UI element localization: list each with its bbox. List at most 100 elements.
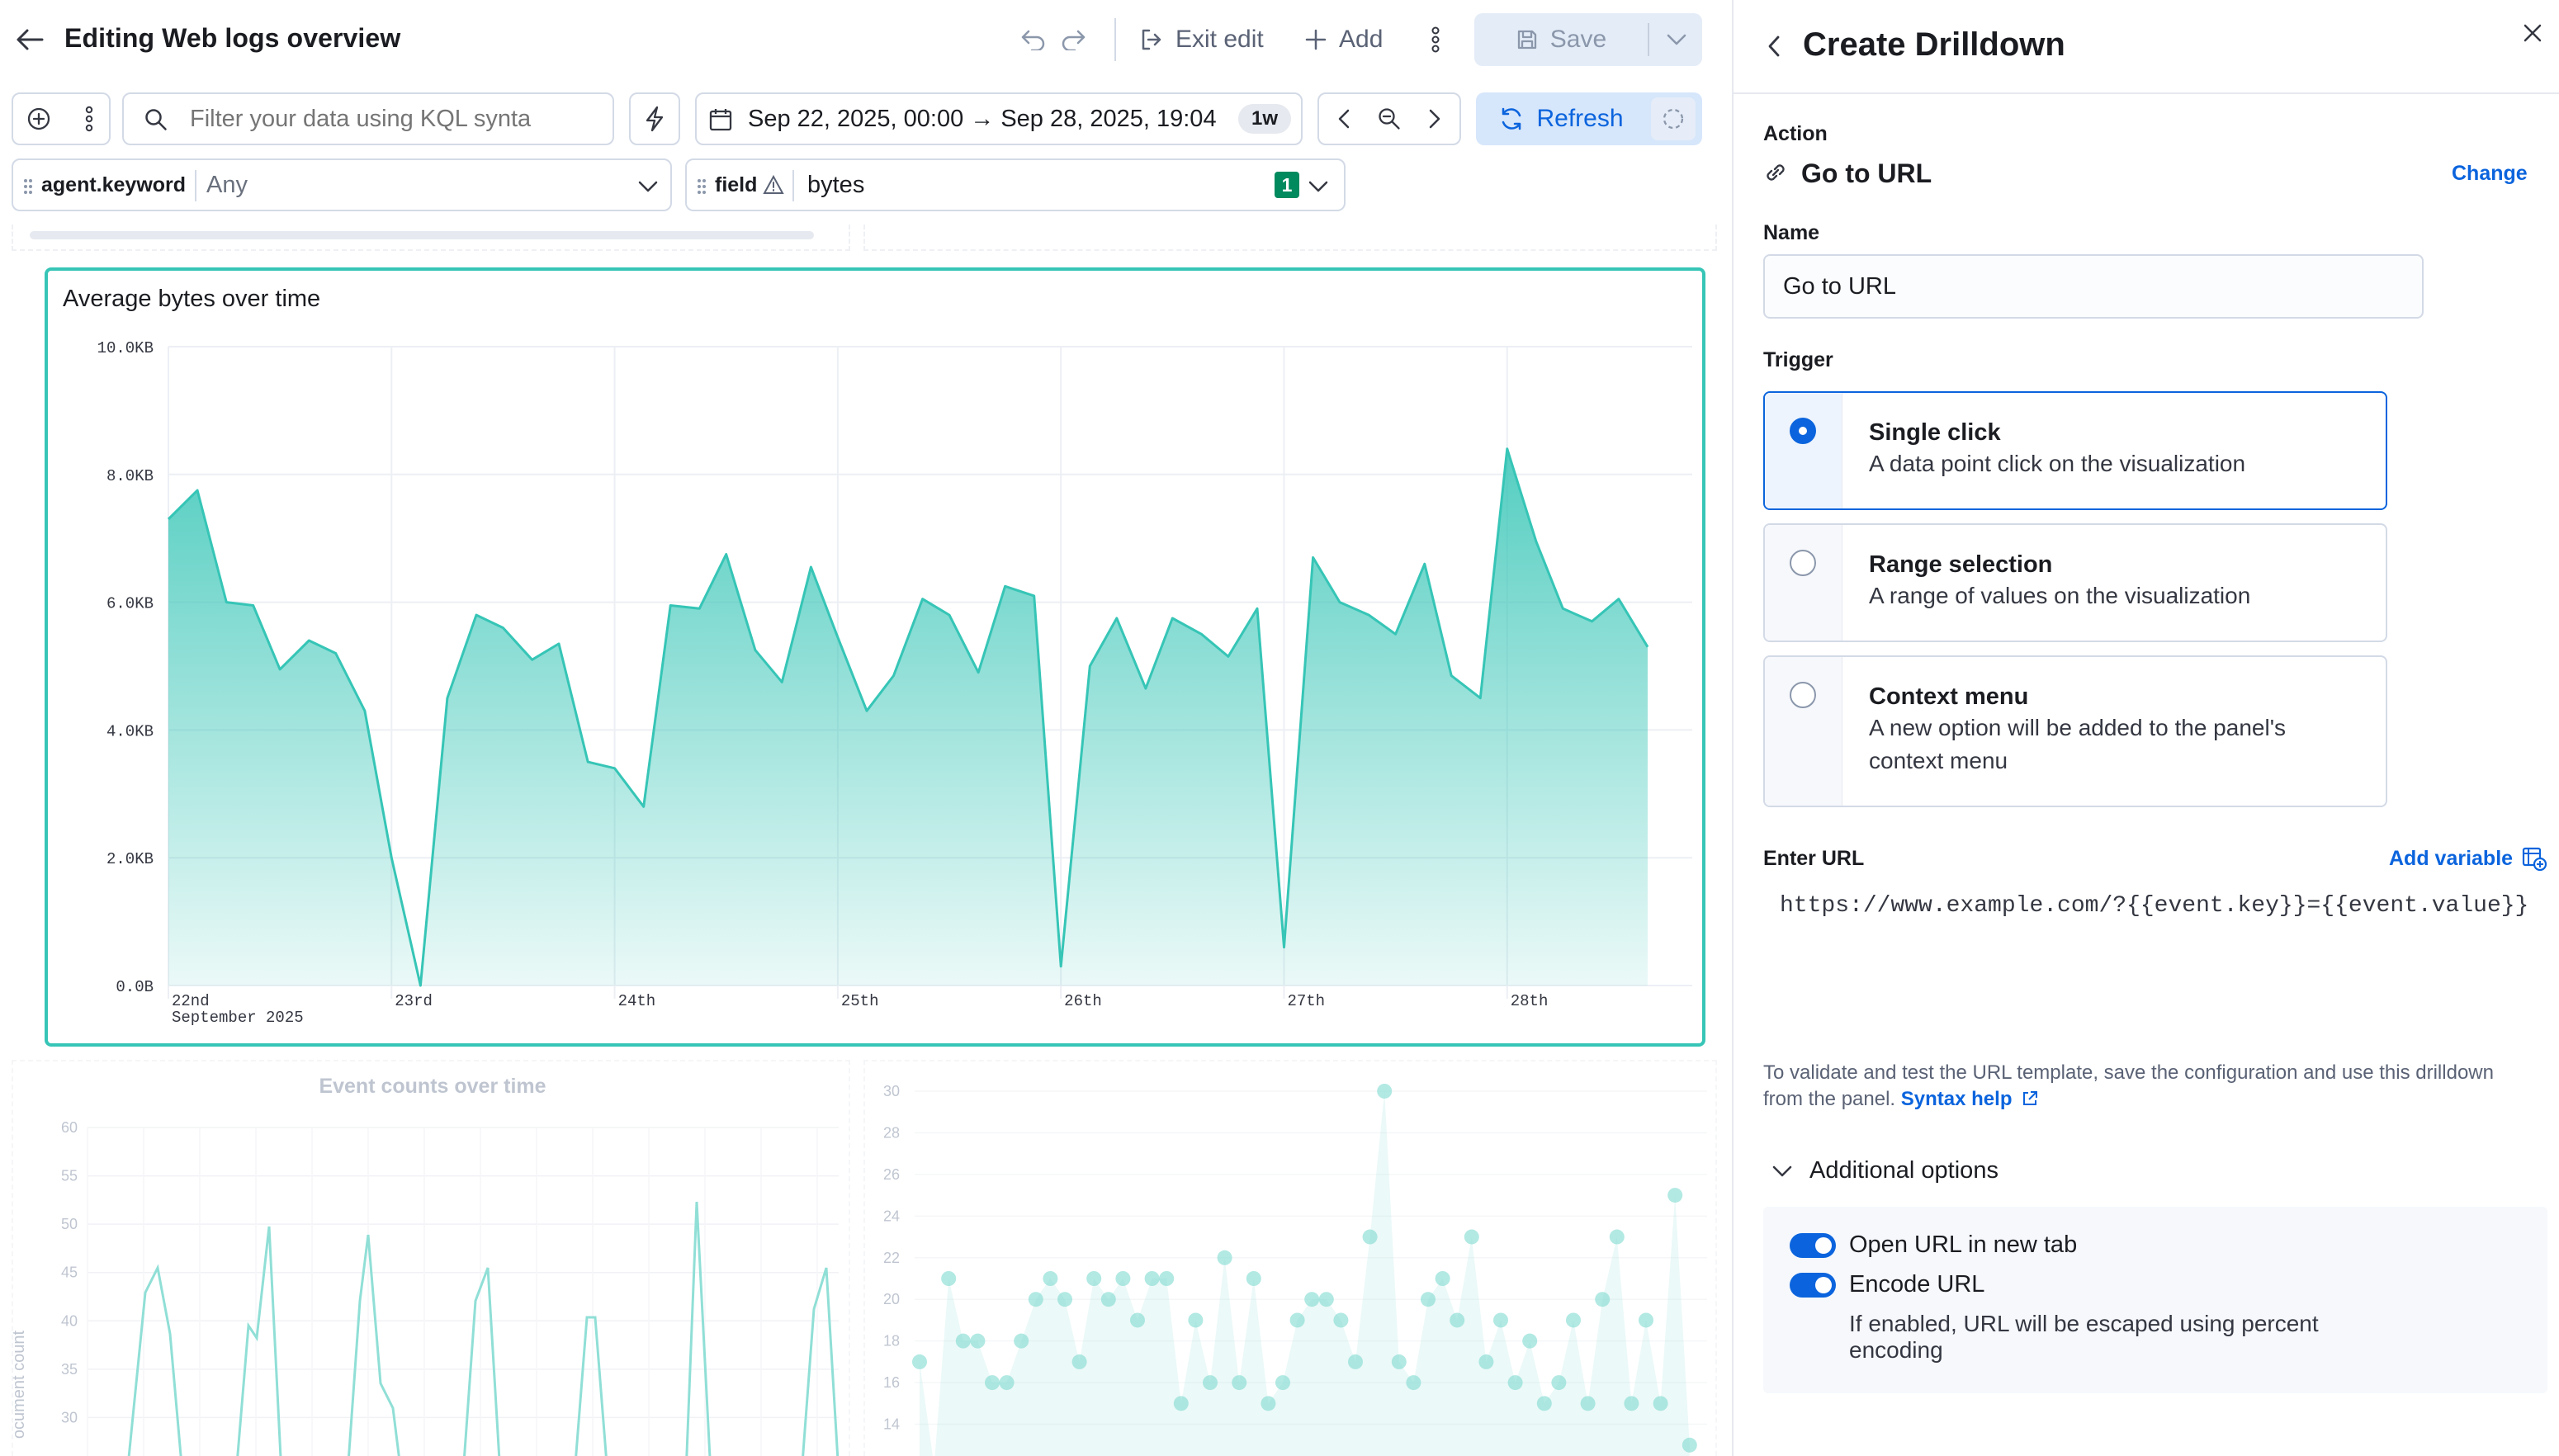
scatter-point[interactable] — [1522, 1333, 1538, 1349]
scatter-point[interactable] — [1246, 1271, 1261, 1286]
scatter-point[interactable] — [1667, 1188, 1683, 1203]
change-action-link[interactable]: Change — [2452, 162, 2528, 185]
series-line[interactable] — [121, 1201, 840, 1456]
scatter-point[interactable] — [1507, 1375, 1523, 1391]
scatter-point[interactable] — [1289, 1312, 1305, 1328]
scatter-point[interactable] — [970, 1333, 986, 1349]
scatter-point[interactable] — [912, 1354, 927, 1369]
scatter-point[interactable] — [1450, 1312, 1465, 1328]
scatter-point[interactable] — [999, 1375, 1015, 1391]
drag-handle-icon[interactable] — [697, 178, 707, 195]
scatter-point[interactable] — [1115, 1271, 1131, 1286]
kql-search-input[interactable] — [190, 101, 603, 137]
scatter-point[interactable] — [941, 1271, 957, 1286]
scatter-point[interactable] — [1551, 1375, 1567, 1391]
save-options-button[interactable] — [1651, 13, 1702, 66]
scatter-point[interactable] — [1478, 1354, 1494, 1369]
scatter-point[interactable] — [1653, 1396, 1668, 1411]
scatter-point[interactable] — [1203, 1375, 1218, 1391]
exit-edit-button[interactable]: Exit edit — [1139, 21, 1264, 58]
undo-icon[interactable] — [1017, 23, 1050, 56]
scatter-point[interactable] — [1580, 1396, 1596, 1411]
radio-single-click[interactable] — [1790, 418, 1816, 444]
scatter-point[interactable] — [1566, 1312, 1581, 1328]
refresh-button[interactable]: Refresh — [1476, 92, 1646, 145]
scatter-point[interactable] — [1362, 1229, 1378, 1245]
drag-handle-icon[interactable] — [23, 178, 33, 195]
scatter-point[interactable] — [1028, 1292, 1043, 1307]
scatter-point[interactable] — [1348, 1354, 1363, 1369]
add-button[interactable]: Add — [1304, 21, 1383, 58]
average-bytes-panel[interactable]: Average bytes over time 0.0B 2.0KB 4.0KB 6.… — [45, 267, 1705, 1047]
scatter-point[interactable] — [1217, 1250, 1232, 1265]
scatter-point[interactable] — [1377, 1084, 1393, 1099]
query-suggestions-button[interactable] — [629, 92, 680, 145]
add-filter-icon[interactable] — [13, 94, 64, 144]
trigger-single-click[interactable]: Single click A data point click on the v… — [1763, 391, 2387, 510]
scatter-point[interactable] — [1100, 1292, 1116, 1307]
control-field[interactable]: field bytes 1 — [685, 158, 1346, 211]
horizontal-scrollbar[interactable] — [30, 231, 814, 239]
zoom-out-icon[interactable] — [1369, 94, 1410, 144]
chevron-left-icon[interactable] — [1324, 94, 1364, 144]
scatter-point[interactable] — [1275, 1375, 1290, 1391]
series-line[interactable] — [167, 447, 1649, 987]
chevron-right-icon[interactable] — [1415, 94, 1455, 144]
scatter-point[interactable] — [1609, 1229, 1625, 1245]
scatter-point[interactable] — [1057, 1292, 1072, 1307]
event-counts-panel[interactable]: Event counts over time ocument count 253… — [10, 1060, 850, 1456]
scatter-point[interactable] — [1304, 1292, 1320, 1307]
scatter-point[interactable] — [1318, 1292, 1334, 1307]
scatter-point[interactable] — [1043, 1271, 1058, 1286]
scatter-point[interactable] — [1188, 1312, 1204, 1328]
scatter-point[interactable] — [1639, 1312, 1653, 1328]
auto-refresh-button[interactable] — [1651, 97, 1696, 140]
add-variable-icon — [2522, 847, 2547, 872]
scatter-point[interactable] — [1333, 1312, 1349, 1328]
scatter-point[interactable] — [1421, 1292, 1436, 1307]
scatter-point[interactable] — [1536, 1396, 1552, 1411]
scatter-point[interactable] — [985, 1375, 1000, 1391]
flyout-back-icon[interactable] — [1762, 30, 1786, 63]
query-menu-icon[interactable] — [71, 94, 107, 144]
scatter-point[interactable] — [1391, 1354, 1407, 1369]
series-area[interactable] — [168, 448, 1648, 986]
scatter-point[interactable] — [1406, 1375, 1421, 1391]
scatter-panel[interactable]: 12141618202224262830 — [863, 1060, 1717, 1456]
scatter-point[interactable] — [1493, 1312, 1508, 1328]
scatter-point[interactable] — [1435, 1271, 1450, 1286]
scatter-point[interactable] — [1232, 1375, 1247, 1391]
scatter-point[interactable] — [1014, 1333, 1029, 1349]
scatter-point[interactable] — [1173, 1396, 1189, 1411]
close-icon[interactable] — [2518, 18, 2547, 48]
name-input[interactable] — [1763, 254, 2424, 319]
syntax-help-link[interactable]: Syntax help — [1900, 1088, 2013, 1110]
scatter-point[interactable] — [1261, 1396, 1276, 1411]
encode-url-switch[interactable] — [1790, 1273, 1836, 1298]
date-picker[interactable]: Sep 22, 2025, 00:00 → Sep 28, 2025, 19:0… — [695, 92, 1303, 145]
url-template-input[interactable]: https://www.example.com/?{{event.key}}={… — [1763, 882, 2539, 1038]
scatter-point[interactable] — [1682, 1437, 1697, 1453]
scatter-point[interactable] — [1086, 1271, 1102, 1286]
x-tick-label: 25th — [841, 992, 879, 1010]
scatter-point[interactable] — [1130, 1312, 1145, 1328]
scatter-point[interactable] — [1159, 1271, 1175, 1286]
additional-options-toggle[interactable]: Additional options — [1771, 1157, 1998, 1184]
radio-range-selection[interactable] — [1790, 550, 1816, 576]
open-new-tab-switch[interactable] — [1790, 1233, 1836, 1258]
add-variable-button[interactable]: Add variable — [2389, 845, 2547, 872]
redo-icon[interactable] — [1057, 23, 1090, 56]
trigger-range-selection[interactable]: Range selection A range of values on the… — [1763, 523, 2387, 642]
scatter-point[interactable] — [1144, 1271, 1160, 1286]
scatter-point[interactable] — [1595, 1292, 1611, 1307]
control-agent-keyword[interactable]: agent.keyword Any — [12, 158, 672, 211]
back-arrow-icon[interactable] — [13, 23, 46, 56]
save-button[interactable]: Save — [1474, 13, 1648, 66]
scatter-point[interactable] — [1624, 1396, 1639, 1411]
trigger-context-menu[interactable]: Context menu A new option will be added … — [1763, 655, 2387, 807]
scatter-point[interactable] — [955, 1333, 971, 1349]
scatter-point[interactable] — [1071, 1354, 1087, 1369]
radio-context-menu[interactable] — [1790, 682, 1816, 708]
more-options-icon[interactable] — [1421, 21, 1450, 58]
scatter-point[interactable] — [1464, 1229, 1479, 1245]
